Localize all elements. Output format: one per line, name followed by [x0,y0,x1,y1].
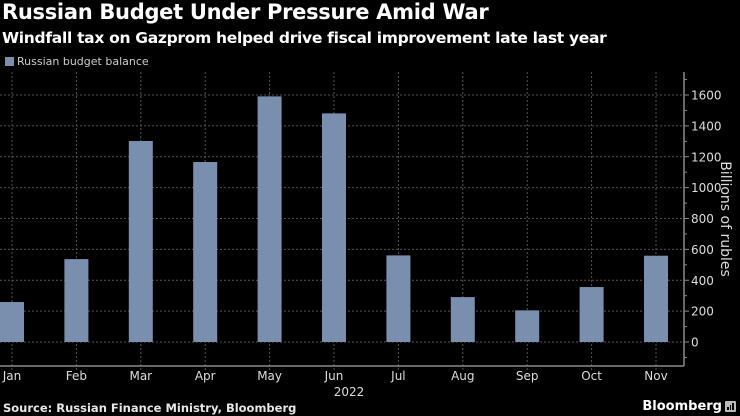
legend-swatch [5,57,14,66]
x-tick-label: Feb [66,369,87,383]
y-tick-label: 1400 [691,119,722,133]
legend: Russian budget balance [5,55,149,68]
bar-mar [128,141,153,342]
x-tick-label: Oct [581,369,602,383]
chart-title: Russian Budget Under Pressure Amid War [2,0,489,24]
y-tick-label: 600 [691,243,714,257]
bar-nov [644,255,668,342]
bars [0,96,668,342]
y-tick-label: 1000 [691,181,722,195]
axes [0,72,689,367]
x-tick-label: Nov [644,369,667,383]
bar-may [257,96,282,342]
y-tick-label: 1200 [691,150,722,164]
x-tick-label: Apr [195,369,216,383]
x-tick-label: Jun [324,369,344,383]
bar-aug [450,297,475,342]
x-tick-label: Jul [390,369,405,383]
bloomberg-chart-icon [725,401,736,412]
x-tick-label: Jan [2,369,22,383]
x-tick-label: Aug [451,369,474,383]
y-tick-label: 200 [691,305,714,319]
y-tick-label: 1600 [691,89,722,103]
bloomberg-logo: Bloomberg [642,399,722,414]
bar-oct [579,287,604,342]
bar-jun [322,113,346,342]
legend-label: Russian budget balance [17,55,149,68]
x-tick-label: Sep [516,369,539,383]
bar-jul [386,255,411,342]
x-tick-label: May [257,369,282,383]
x-tick-label: Mar [129,369,152,383]
bar-jan [0,302,24,342]
tick-labels: 0 200 400 600 800 1000 1200 1400 1600 Jan Feb Mar Ap… [2,89,722,384]
source-note: Source: Russian Finance Ministry, Bloomb… [3,401,297,415]
bar-feb [64,259,89,342]
y-tick-label: 0 [691,336,699,350]
y-tick-label: 800 [691,212,714,226]
bar-sep [515,310,540,342]
y-tick-label: 400 [691,274,714,288]
y-axis-title: Billions of rubles [717,161,733,277]
chart-subtitle: Windfall tax on Gazprom helped drive fis… [2,29,607,47]
x-group-label: 2022 [334,385,365,399]
bar-apr [193,161,218,342]
